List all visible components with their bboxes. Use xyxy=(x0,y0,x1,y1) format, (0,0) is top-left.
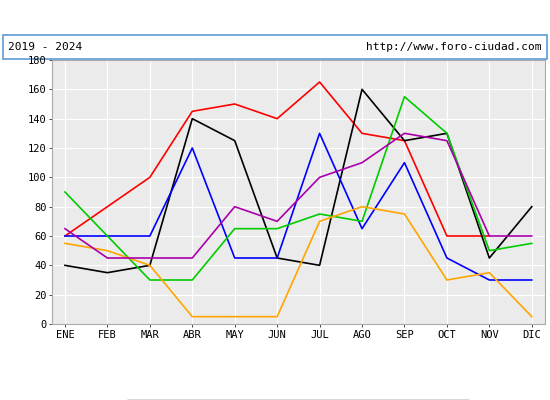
Text: 2019 - 2024: 2019 - 2024 xyxy=(8,42,82,52)
Text: http://www.foro-ciudad.com: http://www.foro-ciudad.com xyxy=(366,42,542,52)
Text: Evolucion Nº Turistas Extranjeros en el municipio de Calanda: Evolucion Nº Turistas Extranjeros en el … xyxy=(72,10,478,24)
